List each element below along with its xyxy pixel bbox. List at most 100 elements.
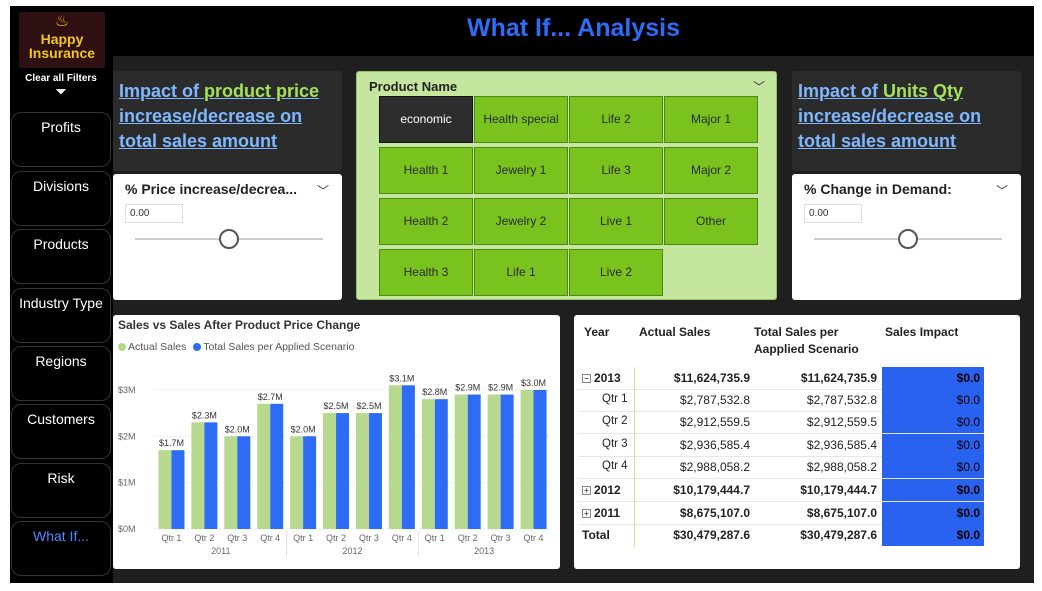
- nav-products[interactable]: Products: [11, 229, 111, 284]
- actual-sales-cell: $10,179,444.7: [673, 483, 750, 497]
- demand-impact-text: Impact of Units Qty increase/decrease on…: [798, 79, 1023, 154]
- product-tile[interactable]: Jewelry 1: [474, 147, 568, 194]
- chevron-down-icon[interactable]: ﹀: [317, 184, 330, 198]
- chevron-down-icon[interactable]: ﹀: [753, 80, 766, 94]
- header-actual-sales[interactable]: Actual Sales: [639, 325, 711, 339]
- demand-value-input[interactable]: 0.00: [804, 204, 862, 223]
- data-label: $3.1M: [389, 373, 414, 383]
- bar-scenario-sales[interactable]: [401, 385, 415, 529]
- impact-text-part: Impact of: [119, 81, 205, 101]
- nav-label: Risk: [47, 470, 75, 486]
- bar-scenario-sales[interactable]: [237, 436, 251, 529]
- nav-regions[interactable]: Regions: [11, 346, 111, 401]
- sales-impact-cell: $0.0: [882, 389, 984, 411]
- x-tick-label: Qtr 1: [425, 533, 445, 543]
- year-row: +2012 $10,179,444.7 $10,179,444.7 $0.0: [578, 479, 984, 502]
- product-tile[interactable]: Life 1: [474, 249, 568, 296]
- nav-profits[interactable]: Profits: [11, 112, 111, 167]
- expand-icon[interactable]: +: [582, 486, 591, 495]
- product-tile-grid: economic Health special Life 2 Major 1 Healt…: [379, 96, 759, 296]
- impact-text-part: increase/decrease on: [119, 106, 303, 126]
- bar-actual-sales[interactable]: [191, 422, 205, 529]
- bar-actual-sales[interactable]: [257, 403, 271, 529]
- nav-what-if[interactable]: What If...: [11, 521, 111, 576]
- sales-chart-card: Sales vs Sales After Product Price Chang…: [113, 315, 560, 569]
- product-tile[interactable]: Life 3: [569, 147, 663, 194]
- data-label: $3.0M: [521, 378, 546, 388]
- bar-actual-sales[interactable]: [421, 399, 435, 529]
- chevron-down-icon[interactable]: ﹀: [996, 184, 1009, 198]
- bar-scenario-sales[interactable]: [533, 389, 547, 529]
- bar-actual-sales[interactable]: [388, 385, 402, 529]
- bar-actual-sales[interactable]: [454, 394, 468, 529]
- nav-customers[interactable]: Customers: [11, 404, 111, 459]
- bar-scenario-sales[interactable]: [467, 394, 481, 529]
- bar-scenario-sales[interactable]: [500, 394, 514, 529]
- row-label: Qtr 3: [602, 438, 628, 450]
- product-tile[interactable]: Other: [664, 198, 758, 245]
- actual-sales-cell: $2,787,532.8: [679, 393, 750, 407]
- impact-text-part: Impact of: [798, 81, 884, 101]
- bar-scenario-sales[interactable]: [434, 399, 448, 529]
- header-year[interactable]: Year: [584, 325, 610, 339]
- actual-sales-cell: $11,624,735.9: [673, 371, 750, 385]
- data-label: $2.5M: [324, 401, 349, 411]
- bar-scenario-sales[interactable]: [204, 422, 218, 529]
- product-tile[interactable]: Jewelry 2: [474, 198, 568, 245]
- bar-scenario-sales[interactable]: [171, 450, 185, 529]
- chart-title: Sales vs Sales After Product Price Chang…: [118, 318, 361, 332]
- nav-divisions[interactable]: Divisions: [11, 171, 111, 226]
- bar-scenario-sales[interactable]: [336, 413, 350, 529]
- bar-actual-sales[interactable]: [224, 436, 238, 529]
- bar-actual-sales[interactable]: [323, 413, 337, 529]
- company-logo: ♨ Happy Insurance: [19, 12, 105, 68]
- header-sales-impact[interactable]: Sales Impact: [885, 325, 959, 339]
- product-tile[interactable]: Health 1: [379, 147, 473, 194]
- sales-impact-cell: $0.0: [882, 502, 984, 524]
- product-tile[interactable]: Live 2: [569, 249, 663, 296]
- product-tile[interactable]: Life 2: [569, 96, 663, 143]
- product-tile[interactable]: economic: [379, 96, 473, 143]
- price-impact-card: [113, 71, 342, 171]
- legend-label-actual[interactable]: Actual Sales: [128, 341, 187, 353]
- scenario-sales-cell: $30,479,287.6: [800, 528, 877, 542]
- logo-line1: Happy: [40, 31, 84, 47]
- bar-actual-sales[interactable]: [520, 389, 534, 529]
- price-value-input[interactable]: 0.00: [125, 204, 183, 223]
- bar-scenario-sales[interactable]: [270, 403, 284, 529]
- price-impact-text: Impact of product price increase/decreas…: [119, 79, 344, 154]
- product-tile[interactable]: Major 2: [664, 147, 758, 194]
- scenario-sales-cell: $10,179,444.7: [800, 483, 877, 497]
- header-scenario-sales[interactable]: Total Sales per Aapplied Scenario: [754, 325, 859, 356]
- demand-slider-thumb[interactable]: [898, 229, 918, 249]
- collapse-icon[interactable]: −: [582, 374, 591, 383]
- page-title: What If... Analysis: [466, 14, 680, 42]
- bar-actual-sales[interactable]: [158, 450, 172, 529]
- product-tile[interactable]: Health 3: [379, 249, 473, 296]
- nav-industry-type[interactable]: Industry Type: [11, 288, 111, 343]
- row-label: Qtr 4: [602, 460, 628, 472]
- bar-scenario-sales[interactable]: [303, 436, 317, 529]
- clear-filters-button[interactable]: Clear all Filters ⏷: [14, 73, 108, 100]
- data-label: $2.9M: [455, 383, 480, 393]
- price-slider-thumb[interactable]: [219, 229, 239, 249]
- bar-actual-sales[interactable]: [290, 436, 304, 529]
- bar-actual-sales[interactable]: [487, 394, 501, 529]
- product-tile[interactable]: Live 1: [569, 198, 663, 245]
- nav-label: Profits: [41, 119, 81, 135]
- product-name-slicer: Product Name ﹀ economic Health special Lif…: [356, 71, 777, 300]
- year-row: −2013 $11,624,735.9 $11,624,735.9 $0.0: [578, 367, 984, 390]
- nav-risk[interactable]: Risk: [11, 463, 111, 518]
- bar-actual-sales[interactable]: [355, 413, 369, 529]
- sales-matrix: Year Actual Sales Total Sales per Aappli…: [574, 315, 1020, 569]
- nav-label: What If...: [32, 528, 89, 544]
- expand-icon[interactable]: +: [582, 509, 591, 518]
- matrix-column-divider: [634, 367, 635, 547]
- legend-label-scenario[interactable]: Total Sales per Applied Scenario: [203, 341, 355, 353]
- product-slicer-title: Product Name: [369, 79, 458, 94]
- product-tile[interactable]: Health 2: [379, 198, 473, 245]
- product-tile[interactable]: Major 1: [664, 96, 758, 143]
- bar-scenario-sales[interactable]: [368, 413, 382, 529]
- product-tile[interactable]: Health special: [474, 96, 568, 143]
- scenario-sales-cell: $2,988,058.2: [806, 460, 877, 474]
